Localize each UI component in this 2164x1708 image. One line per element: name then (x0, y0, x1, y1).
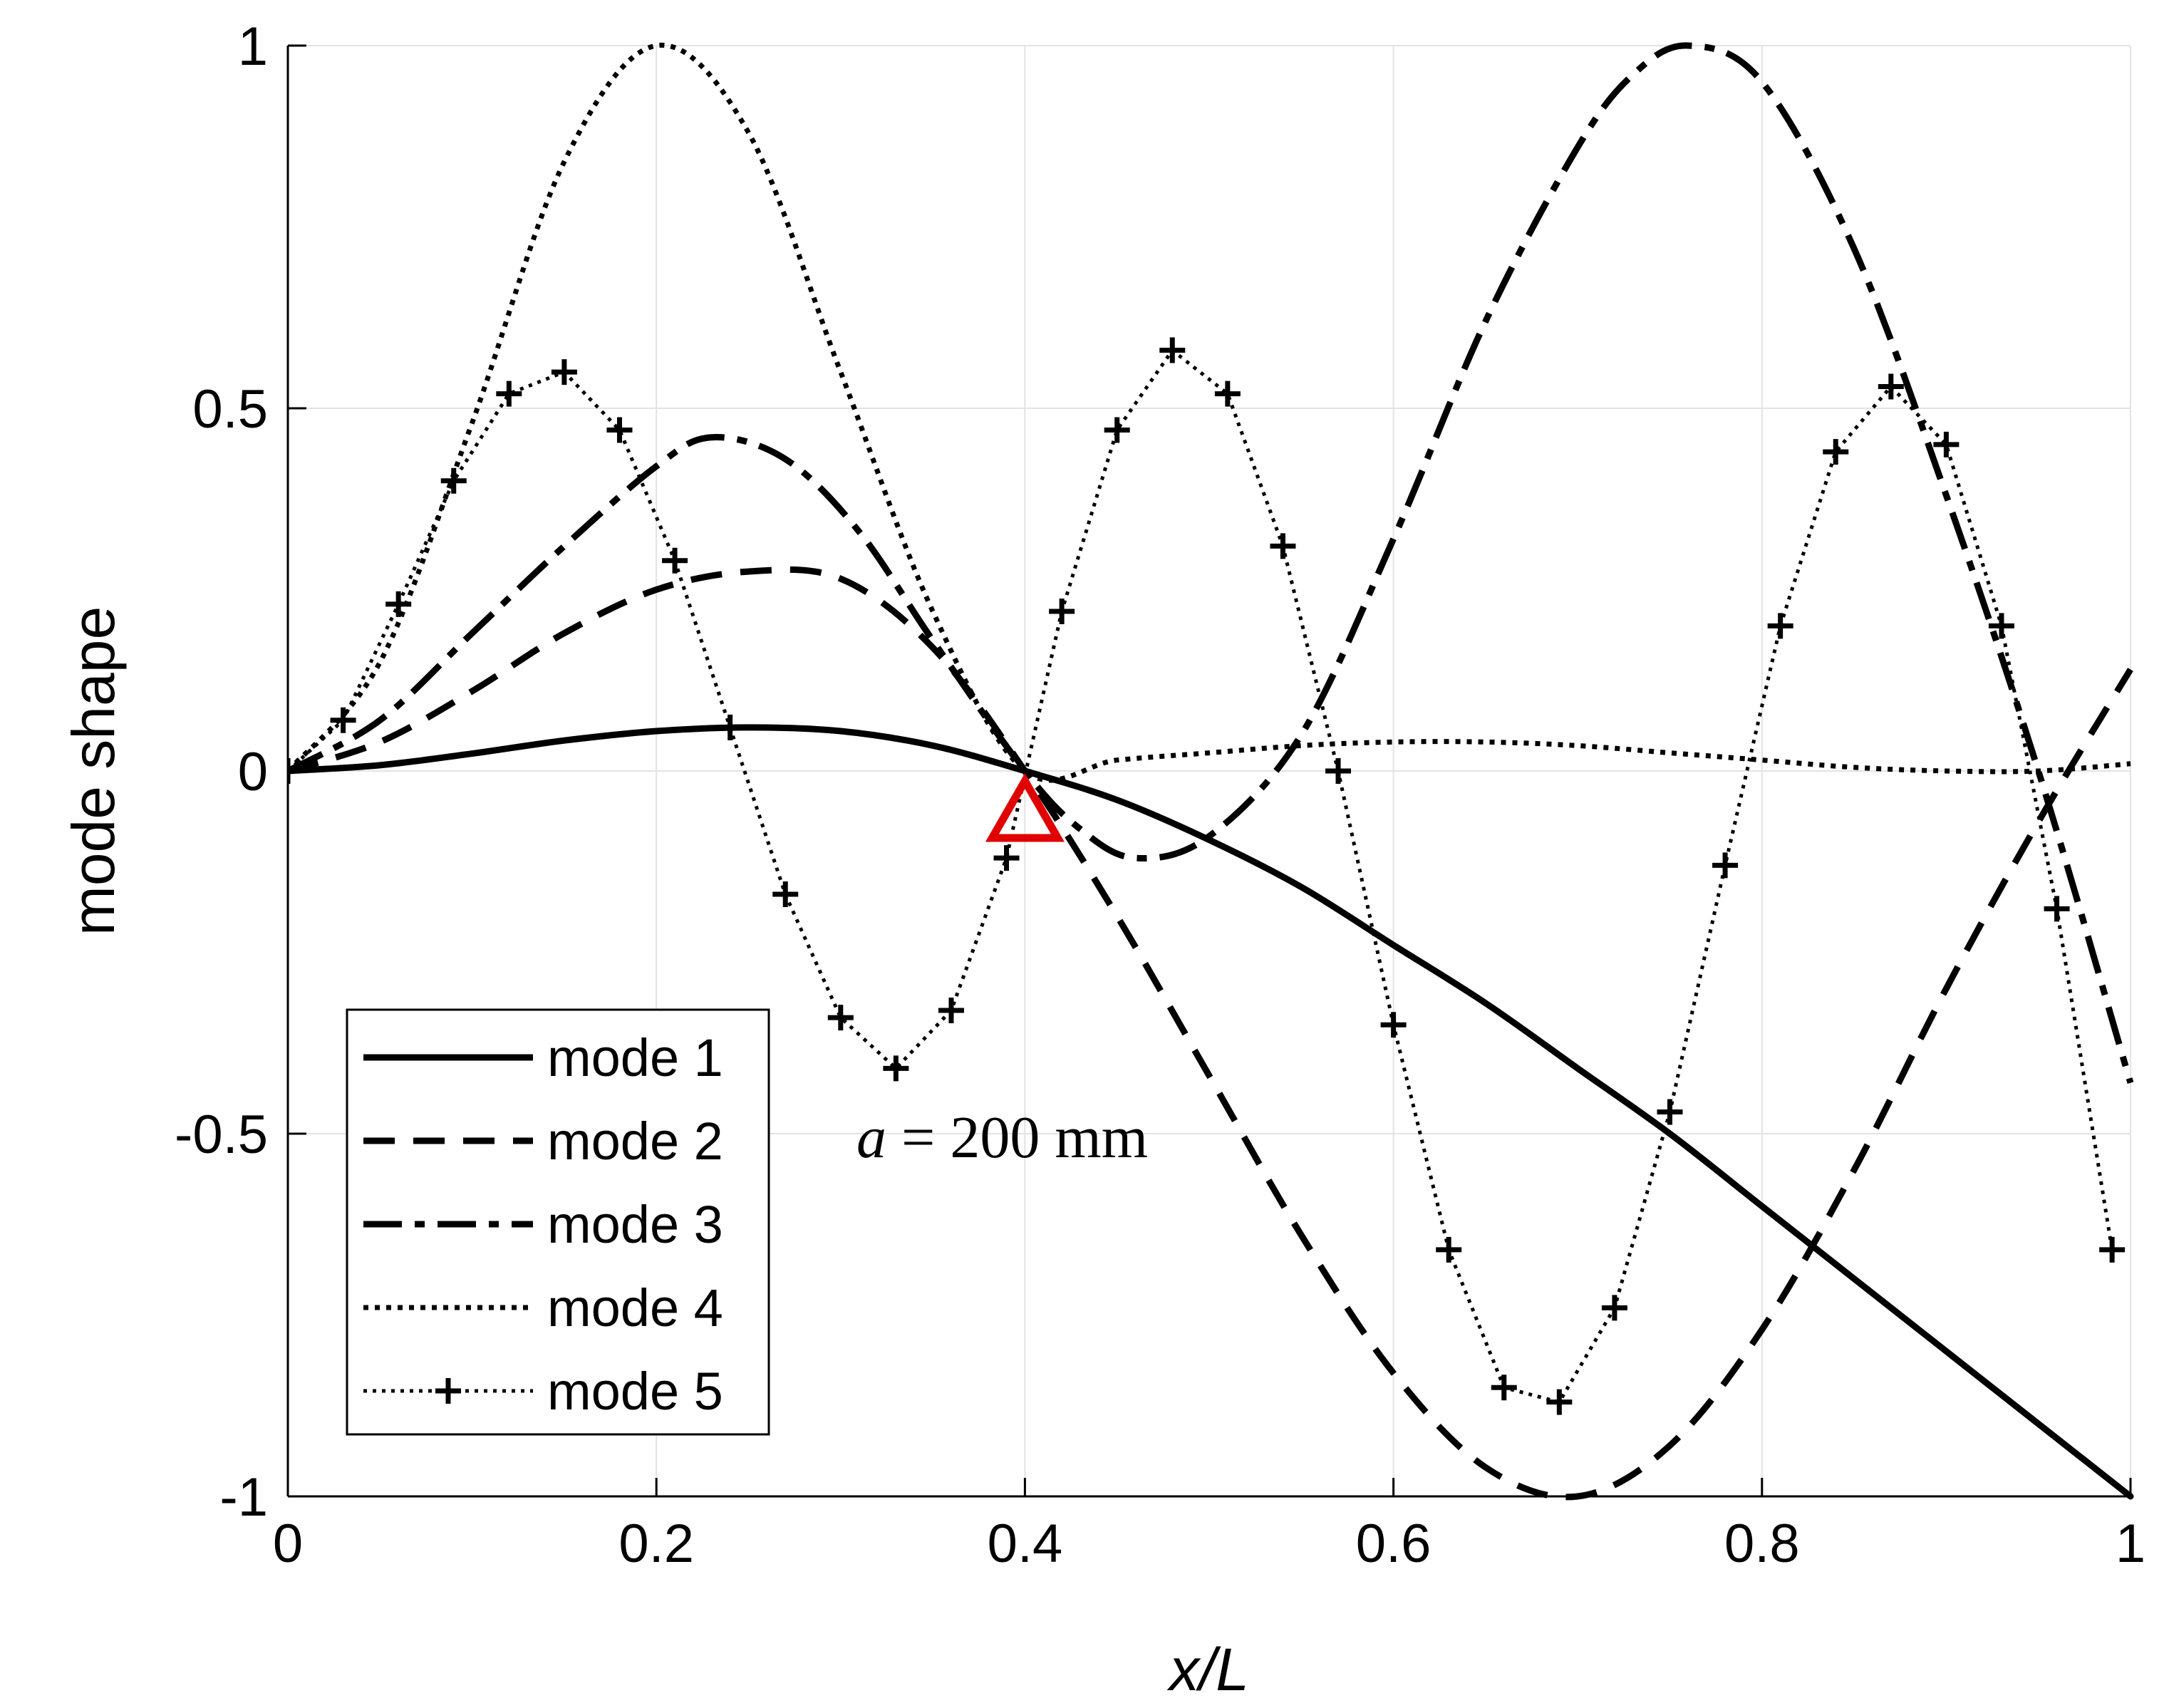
y-tick-label: 0 (238, 742, 268, 802)
legend-label-mode-5: mode 5 (547, 1362, 723, 1421)
y-tick-label: -0.5 (175, 1104, 268, 1165)
series-line-mode-4 (288, 42, 2131, 783)
y-tick-label: 1 (238, 16, 268, 77)
data-point-mode-5 (1380, 1012, 1407, 1038)
data-point-mode-5 (385, 591, 412, 617)
series-layer (288, 42, 2134, 1501)
legend-label-mode-1: mode 1 (547, 1028, 723, 1087)
data-point-mode-5 (1436, 1236, 1462, 1263)
data-point-mode-5 (1878, 373, 1904, 400)
data-point-mode-5 (1712, 852, 1739, 879)
data-point-mode-5 (1988, 613, 2014, 639)
data-point-mode-5 (1491, 1375, 1517, 1401)
legend: mode 1 mode 2 mode 3 mode 4 mode 5 (346, 1008, 770, 1436)
data-point-mode-5 (606, 417, 633, 443)
series-line-mode-3 (288, 42, 2134, 1084)
x-tick-label: 1 (2116, 1513, 2145, 1574)
legend-label-mode-3: mode 3 (547, 1195, 723, 1254)
data-point-mode-5 (1104, 417, 1130, 443)
data-point-mode-5 (662, 547, 688, 574)
annotation-italic: a (856, 1104, 886, 1171)
data-point-mode-5 (1159, 337, 1186, 363)
series-line-mode-1 (288, 724, 2134, 1500)
x-tick-label: 0 (273, 1513, 303, 1574)
data-point-mode-5 (496, 381, 522, 407)
legend-label-mode-4: mode 4 (547, 1278, 723, 1337)
data-point-mode-5 (2044, 896, 2070, 922)
x-axis-title: x/L (1166, 1636, 1249, 1703)
y-tick-label: 0.5 (192, 379, 268, 440)
data-point-mode-5 (1823, 439, 1849, 465)
annotation-text: = 200 mm (886, 1104, 1148, 1171)
data-point-mode-5 (993, 845, 1020, 871)
y-tick-label: -1 (219, 1467, 268, 1528)
x-tick-label: 0.8 (1724, 1513, 1800, 1574)
data-point-mode-5 (1601, 1295, 1627, 1321)
legend-plus-marker (435, 1378, 461, 1404)
data-point-mode-5 (1933, 431, 1959, 457)
data-point-mode-5 (440, 467, 467, 494)
data-point-mode-5 (827, 1005, 854, 1031)
data-point-mode-5 (1049, 599, 1075, 625)
data-point-mode-5 (1270, 533, 1296, 559)
data-point-mode-5 (883, 1055, 909, 1082)
legend-label-mode-2: mode 2 (547, 1112, 723, 1171)
data-point-mode-5 (551, 359, 577, 385)
data-point-mode-5 (2099, 1236, 2126, 1263)
data-point-mode-5 (938, 997, 964, 1023)
sensor-triangle-marker (985, 772, 1065, 842)
data-point-mode-5 (1325, 758, 1352, 784)
data-point-mode-5 (1657, 1099, 1683, 1125)
series-line-mode-2 (288, 566, 2133, 1501)
data-point-mode-5 (717, 714, 743, 740)
data-point-mode-5 (330, 707, 356, 733)
data-point-mode-5 (1214, 381, 1241, 407)
x-tick-label: 0.4 (988, 1513, 1063, 1574)
ticks: 0 0.2 0.4 0.6 0.8 1 -1 -0.5 0 0.5 1 (175, 16, 2145, 1574)
data-point-mode-5 (1767, 613, 1793, 639)
data-point-mode-5 (772, 881, 799, 908)
x-tick-label: 0.6 (1356, 1513, 1432, 1574)
data-point-mode-5 (1546, 1389, 1573, 1415)
x-tick-label: 0.2 (618, 1513, 694, 1574)
y-axis-title: mode shape (60, 606, 127, 936)
marker-layer (985, 772, 1065, 842)
annotation-label: a = 200 mm (856, 1104, 1148, 1171)
